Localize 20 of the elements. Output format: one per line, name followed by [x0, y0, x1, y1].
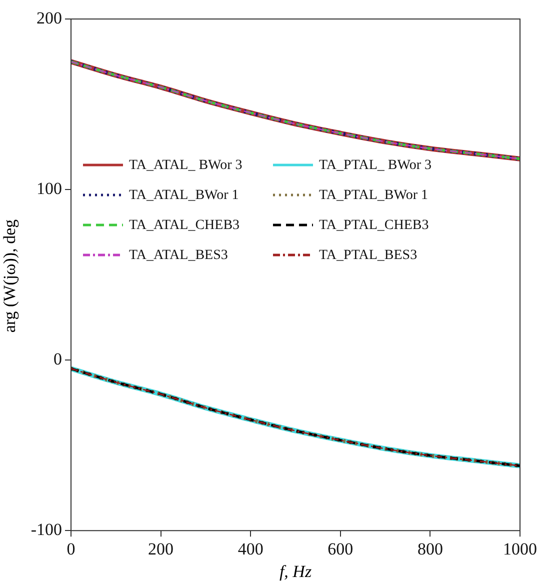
y-axis-title: arg (W(jω)), deg: [0, 218, 20, 335]
legend-label: TA_PTAL_ BWor 3: [319, 158, 432, 173]
y-tick-label: 200: [36, 8, 62, 28]
x-tick-label: 1000: [503, 539, 537, 558]
x-tick-label: 800: [417, 539, 443, 558]
y-tick-label: 100: [36, 179, 62, 198]
legend-label: TA_PTAL_BWor 1: [319, 188, 428, 203]
x-tick-label: 200: [148, 539, 174, 558]
x-tick-label: 600: [328, 539, 354, 558]
legend-label: TA_ATAL_ BWor 3: [129, 158, 242, 173]
y-tick-label: 0: [54, 350, 62, 369]
y-tick-label: -100: [30, 520, 62, 540]
legend-label: TA_ATAL_BES3: [129, 248, 228, 263]
x-tick-label: 400: [238, 539, 264, 558]
x-axis-title: f, Hz: [278, 562, 313, 582]
legend-label: TA_PTAL_BES3: [319, 248, 418, 263]
legend-label: TA_PTAL_CHEB3: [319, 218, 429, 233]
legend-label: TA_ATAL_BWor 1: [129, 188, 239, 203]
x-tick-label: 0: [66, 539, 76, 558]
legend-label: TA_ATAL_CHEB3: [129, 218, 240, 233]
